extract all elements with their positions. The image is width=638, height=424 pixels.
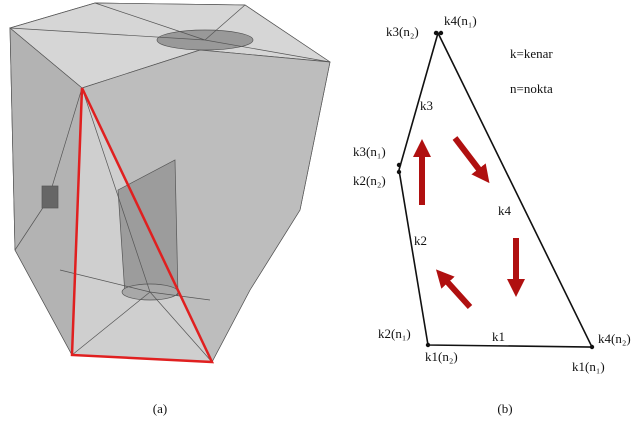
vertex-label: k1(n₁) [572, 359, 605, 374]
caption: (a) [153, 401, 167, 416]
caption: (b) [497, 401, 512, 416]
vertex-label: k1(n₂) [425, 349, 458, 364]
mesh-render [10, 3, 330, 362]
vertex-dots [397, 31, 594, 349]
vertex-label: k4(n₁) [444, 13, 477, 28]
vertex-label: k3(n₂) [386, 24, 419, 39]
figure: (a) k=kenar n=nokta k3(n₂) k4(n₁) k3 k3(n₁)… [0, 0, 638, 424]
vertex-label: k4(n₂) [598, 331, 631, 346]
vertex-label: k2 [414, 233, 427, 248]
quad-outline [399, 33, 592, 347]
vertex-label: k4 [498, 203, 512, 218]
legend-item: k=kenar [510, 46, 553, 61]
legend-item: n=nokta [510, 81, 553, 96]
vertex-label: k1 [492, 329, 505, 344]
vertex-label: k3 [420, 98, 433, 113]
vertex-label: k2(n₁) [378, 326, 411, 341]
vertex-label: k3(n₁) [353, 144, 386, 159]
vertex-label: k2(n₂) [353, 173, 386, 188]
